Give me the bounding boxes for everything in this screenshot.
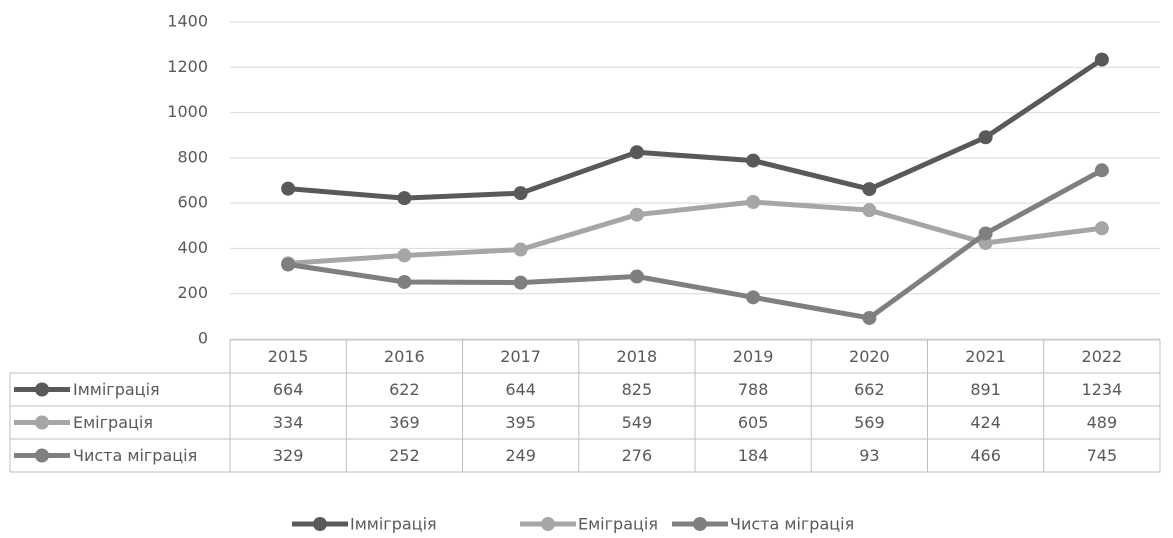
x-tick-label: 2020	[849, 347, 890, 366]
legend-label: Імміграція	[350, 515, 437, 534]
x-tick-label: 2019	[733, 347, 774, 366]
data-point	[1094, 52, 1109, 67]
data-point	[513, 242, 528, 257]
data-point	[862, 203, 877, 218]
table-cell: 249	[505, 446, 536, 465]
table-cell: 329	[273, 446, 304, 465]
table-cell: 622	[389, 380, 420, 399]
table-cell: 93	[859, 446, 879, 465]
y-tick-label: 0	[198, 329, 208, 348]
table-cell: 644	[505, 380, 536, 399]
table-cell: 825	[622, 380, 653, 399]
data-point	[862, 310, 877, 325]
table-cell: 334	[273, 413, 304, 432]
series-line	[287, 57, 1104, 201]
table-cell: 424	[970, 413, 1001, 432]
y-tick-label: 600	[177, 193, 208, 212]
y-tick-label: 400	[177, 238, 208, 257]
data-point	[397, 248, 412, 263]
data-point	[397, 274, 412, 289]
data-point	[629, 145, 644, 160]
table-cell: 662	[854, 380, 885, 399]
x-tick-label: 2022	[1082, 347, 1123, 366]
y-tick-label: 1400	[167, 12, 208, 31]
legend-key	[693, 517, 707, 531]
table-cell: 369	[389, 413, 420, 432]
data-point	[978, 130, 993, 145]
table-cell: 788	[738, 380, 769, 399]
data-point	[629, 207, 644, 222]
legend-key	[313, 517, 327, 531]
x-tick-label: 2016	[384, 347, 425, 366]
table-cell: 605	[738, 413, 769, 432]
table-series-name: Еміграція	[73, 413, 153, 432]
legend-label: Еміграція	[578, 515, 658, 534]
table-cell: 549	[622, 413, 653, 432]
y-tick-label: 1000	[167, 102, 208, 121]
data-point	[281, 257, 296, 272]
table-cell: 745	[1087, 446, 1118, 465]
data-point	[978, 226, 993, 241]
table-cell: 891	[970, 380, 1001, 399]
table-cell: 252	[389, 446, 420, 465]
table-cell: 489	[1087, 413, 1118, 432]
table-legend-key	[35, 448, 49, 463]
table-cell: 664	[273, 380, 304, 399]
data-point	[1094, 163, 1109, 178]
data-point	[397, 191, 412, 206]
y-tick-label: 800	[177, 147, 208, 166]
data-point	[746, 195, 761, 210]
legend-label: Чиста міграція	[730, 515, 854, 534]
data-point	[746, 153, 761, 168]
table-cell: 466	[970, 446, 1001, 465]
data-point	[1094, 221, 1109, 236]
series-line	[287, 168, 1104, 321]
table-cell: 569	[854, 413, 885, 432]
table-series-name: Чиста міграція	[73, 446, 197, 465]
x-tick-label: 2017	[500, 347, 541, 366]
table-cell: 1234	[1082, 380, 1123, 399]
data-point	[513, 275, 528, 290]
table-legend-key	[35, 382, 49, 397]
data-point	[746, 290, 761, 305]
data-point	[629, 269, 644, 284]
legend-key	[541, 517, 555, 531]
series-line	[287, 199, 1103, 266]
y-tick-label: 200	[177, 283, 208, 302]
table-legend-key	[35, 415, 49, 430]
table-series-name: Імміграція	[73, 380, 160, 399]
x-tick-label: 2021	[965, 347, 1006, 366]
y-tick-label: 1200	[167, 57, 208, 76]
data-point	[513, 186, 528, 201]
table-cell: 184	[738, 446, 769, 465]
x-tick-label: 2015	[268, 347, 309, 366]
data-point	[281, 181, 296, 196]
x-tick-label: 2018	[617, 347, 658, 366]
table-cell: 276	[622, 446, 653, 465]
data-point	[862, 182, 877, 197]
table-cell: 395	[505, 413, 536, 432]
